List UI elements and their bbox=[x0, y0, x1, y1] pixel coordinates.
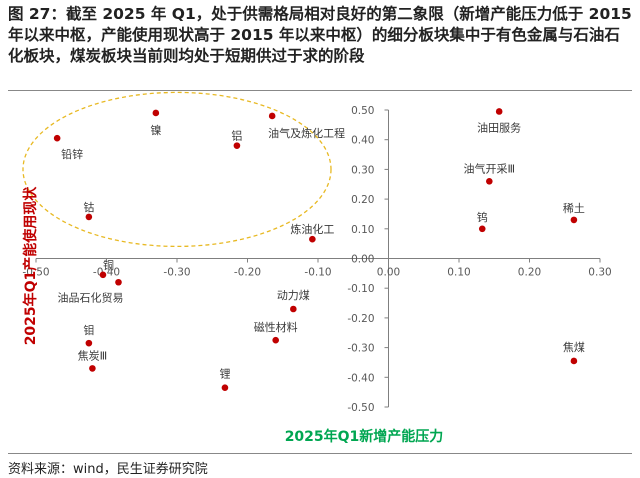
data-point-label: 稀土 bbox=[563, 202, 585, 215]
data-point-label: 动力煤 bbox=[277, 289, 310, 302]
data-point-label: 油气开采Ⅲ bbox=[464, 161, 516, 175]
data-point bbox=[85, 339, 93, 347]
y-tick-label: 0.40 bbox=[351, 135, 374, 147]
data-point-label: 镍 bbox=[150, 123, 161, 137]
data-point-label: 钨 bbox=[477, 211, 488, 224]
data-point bbox=[486, 177, 493, 185]
data-point-label: 磁性材料 bbox=[254, 320, 298, 334]
y-tick-label: 0.50 bbox=[351, 105, 374, 117]
data-point-label: 油品石化贸易 bbox=[57, 290, 123, 304]
x-tick-label: 0.00 bbox=[377, 267, 400, 279]
y-tick-label: -0.20 bbox=[347, 313, 374, 325]
data-point-label: 锂 bbox=[219, 367, 230, 381]
data-point bbox=[268, 112, 276, 120]
data-point bbox=[152, 109, 160, 117]
data-point bbox=[290, 305, 297, 313]
data-point-label: 焦炭Ⅲ bbox=[78, 349, 108, 362]
highlight-ellipse bbox=[22, 91, 332, 248]
y-tick-label: -0.50 bbox=[347, 402, 374, 414]
x-tick-label: -0.30 bbox=[163, 267, 190, 279]
data-point bbox=[99, 271, 107, 279]
data-point-label: 铜 bbox=[103, 258, 114, 272]
data-point-label: 油田服务 bbox=[477, 120, 521, 134]
data-point bbox=[570, 216, 578, 224]
y-tick-label: -0.40 bbox=[347, 372, 374, 384]
data-point-label: 炼油化工 bbox=[290, 222, 334, 236]
source-note: 资料来源：wind，民生证券研究院 bbox=[8, 462, 208, 477]
x-axis-label: 2025年Q1新增产能压力 bbox=[284, 429, 444, 445]
data-point bbox=[221, 384, 229, 391]
data-point bbox=[115, 278, 122, 286]
title-divider bbox=[8, 90, 632, 91]
y-tick-label: 0.20 bbox=[351, 194, 374, 206]
y-axis-label: 2025年Q1产能使用现状 bbox=[23, 186, 39, 346]
data-point-label: 铅锌 bbox=[61, 147, 83, 161]
x-tick-label: -0.50 bbox=[22, 267, 49, 279]
x-tick-label: -0.20 bbox=[234, 267, 261, 279]
data-point-label: 焦煤 bbox=[563, 341, 585, 354]
data-point-label: 钼 bbox=[83, 323, 94, 337]
y-tick-label: 0.30 bbox=[351, 164, 374, 176]
x-tick-label: -0.10 bbox=[304, 267, 331, 279]
y-tick-label: -0.10 bbox=[347, 283, 374, 295]
data-point-label: 钴 bbox=[83, 200, 94, 214]
data-point-label: 油气及炼化工程 bbox=[268, 126, 345, 140]
data-point bbox=[89, 365, 96, 372]
data-point bbox=[495, 108, 503, 115]
x-tick-label: 0.10 bbox=[447, 267, 470, 279]
data-point-label: 铝 bbox=[231, 129, 242, 143]
data-point bbox=[478, 225, 486, 233]
x-tick-label: -0.40 bbox=[93, 267, 120, 279]
y-tick-label: 0.10 bbox=[351, 224, 374, 236]
x-tick-label: 0.30 bbox=[588, 267, 611, 279]
data-point bbox=[272, 336, 280, 344]
source-divider bbox=[8, 453, 632, 454]
data-point bbox=[570, 357, 578, 365]
data-point bbox=[309, 235, 316, 243]
y-tick-label: -0.30 bbox=[347, 343, 374, 355]
data-point bbox=[85, 213, 93, 221]
data-point bbox=[53, 134, 61, 142]
x-tick-label: 0.20 bbox=[518, 267, 541, 279]
data-point bbox=[233, 142, 241, 149]
chart-title: 图 27：截至 2025 年 Q1，处于供需格局相对良好的第二象限（新增产能压力… bbox=[8, 5, 632, 65]
y-tick-label: 0.00 bbox=[351, 254, 374, 266]
